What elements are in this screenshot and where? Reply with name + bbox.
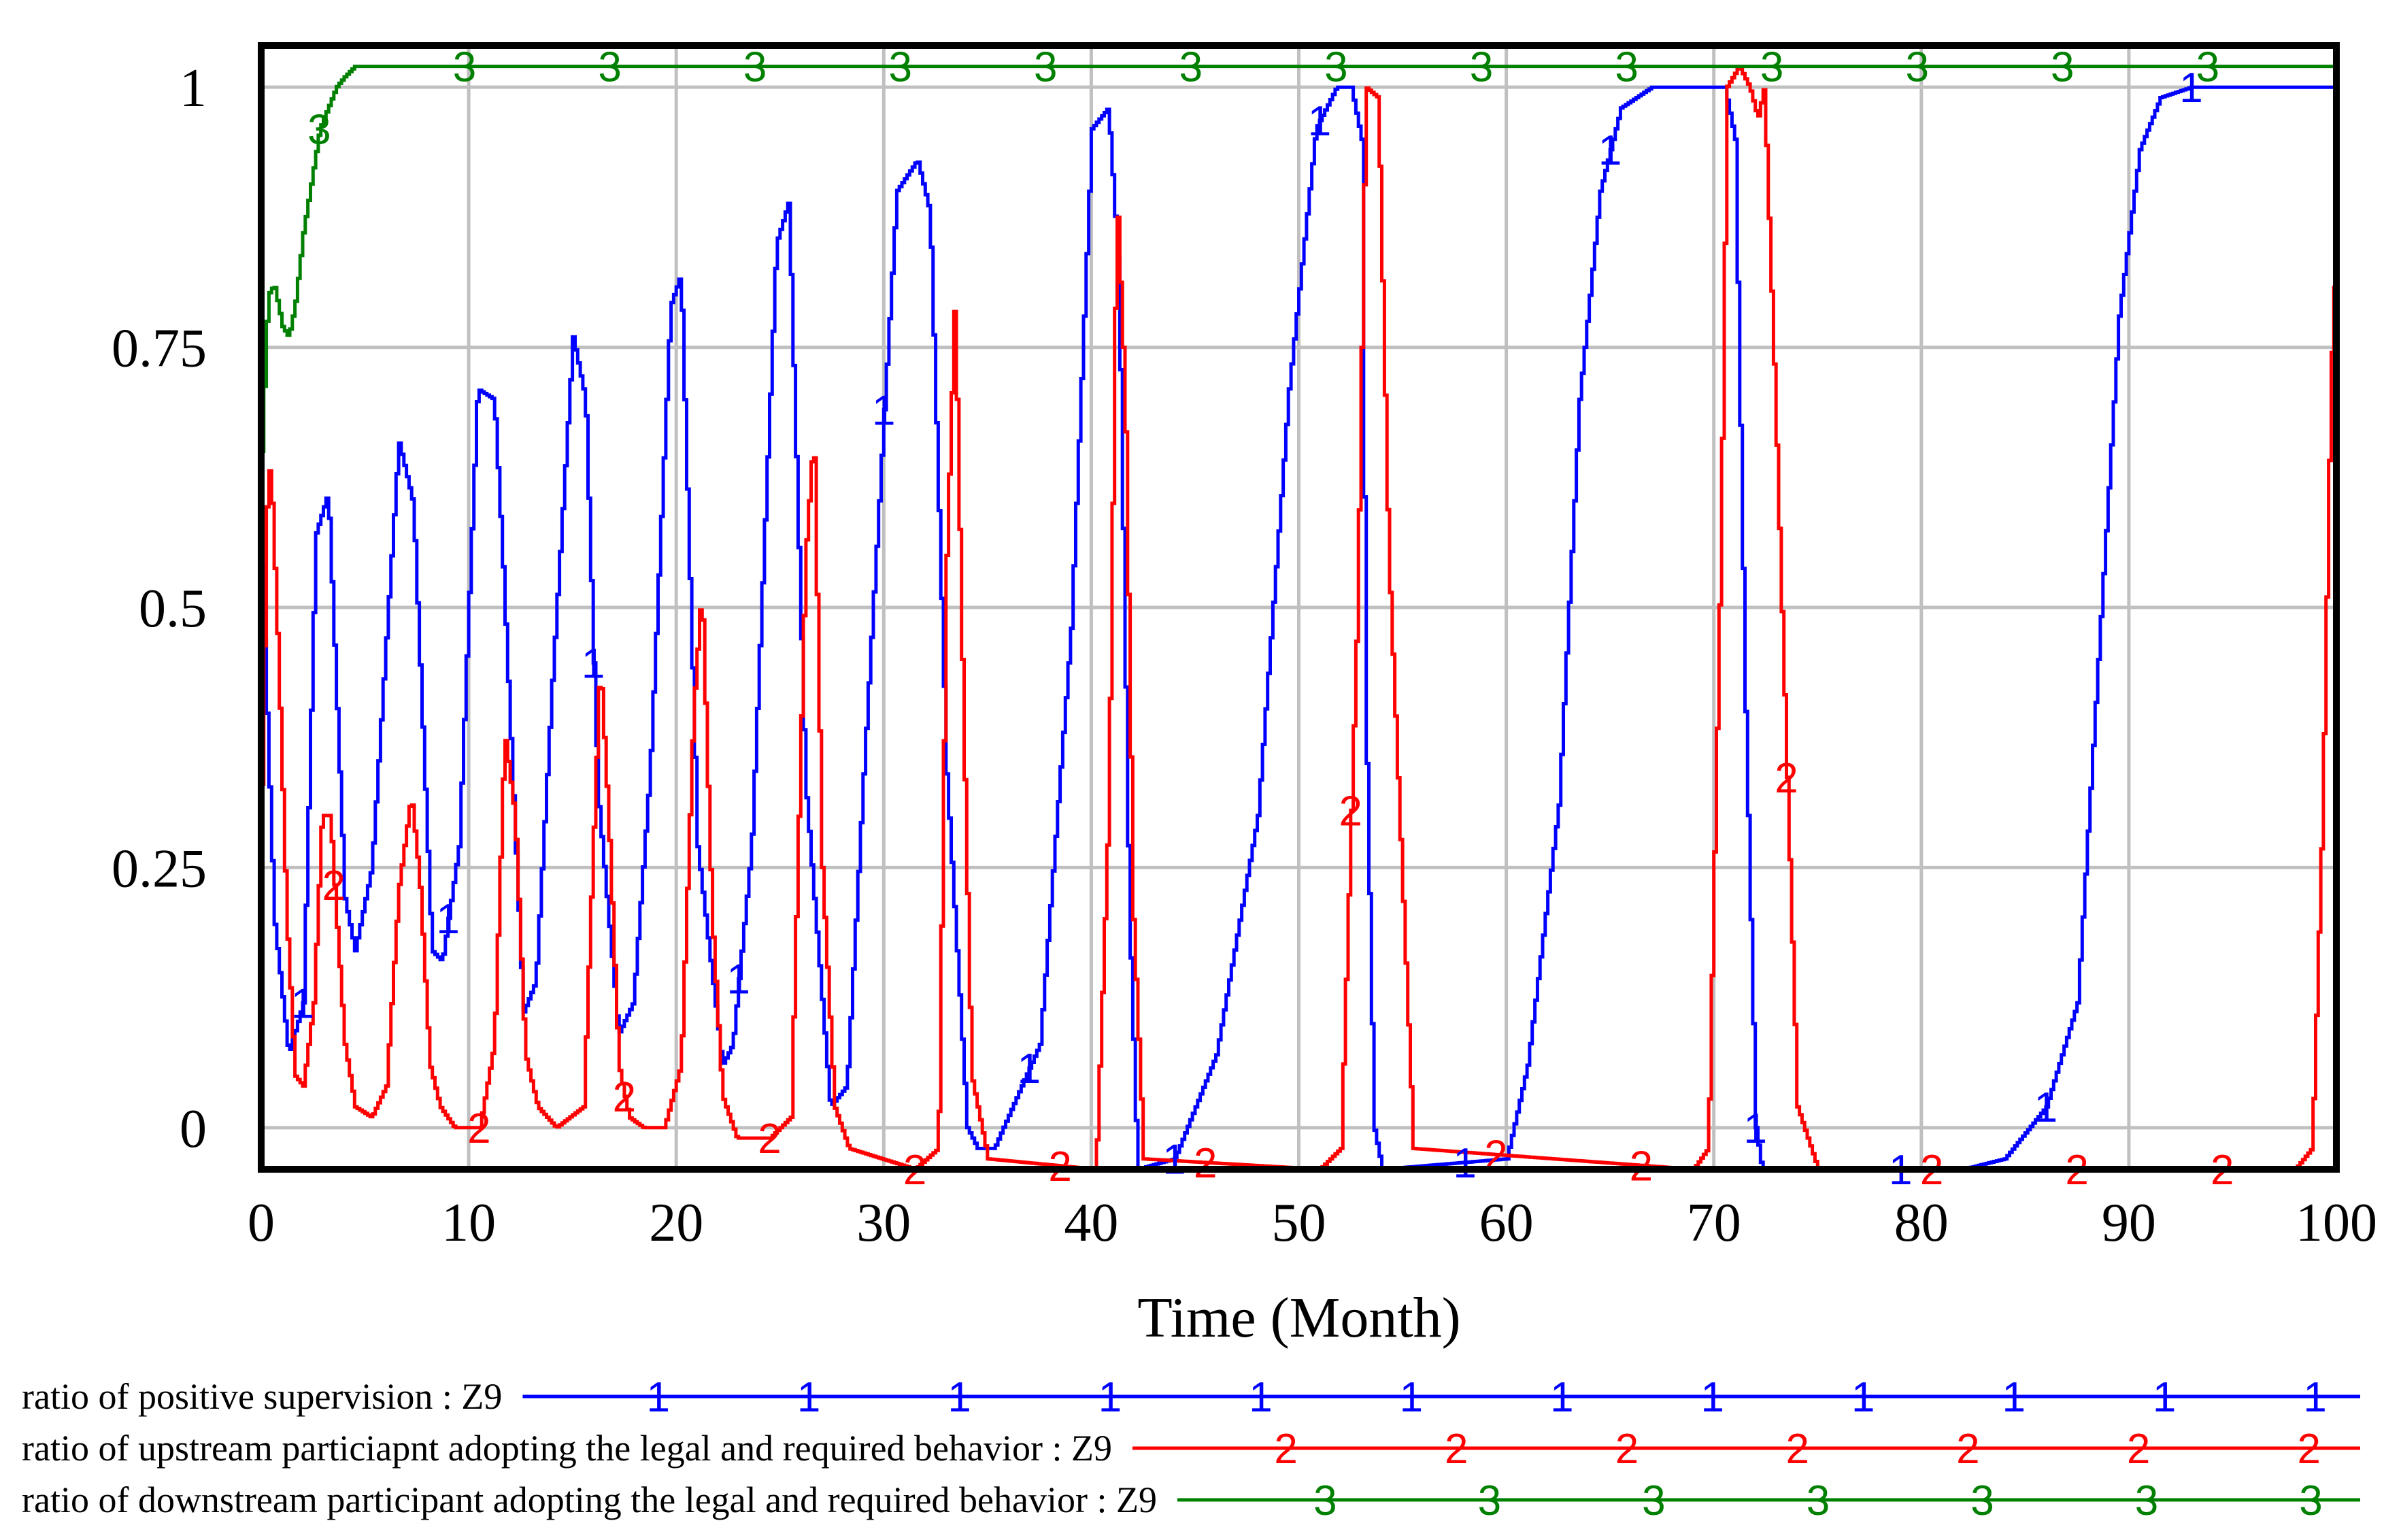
legend-marker-1: 1	[1701, 1374, 1724, 1421]
series-marker-2: 2	[758, 1116, 781, 1162]
series-marker-1: 1	[1598, 127, 1622, 174]
legend-marker-1: 1	[947, 1374, 971, 1421]
y-tick-label: 0.25	[112, 839, 207, 899]
y-tick-label: 1	[180, 58, 207, 118]
series-marker-3: 3	[1034, 44, 1057, 91]
series-marker-1: 1	[582, 641, 605, 688]
series-marker-1: 1	[1743, 1105, 1766, 1152]
legend-marker-3: 3	[1478, 1477, 1501, 1524]
series-marker-3: 3	[2196, 44, 2219, 91]
series-marker-1: 1	[1162, 1137, 1186, 1184]
x-tick-labels: 0 10 20 30 40 50 60 70 80 90 100	[248, 1193, 2377, 1253]
legend-marker-2: 2	[1785, 1426, 1809, 1473]
x-tick-label: 50	[1272, 1193, 1326, 1253]
legend-marker-3: 3	[2299, 1477, 2322, 1524]
series-line-downstream-participant	[261, 65, 2336, 454]
x-tick-label: 20	[649, 1193, 703, 1253]
legend-marker-1: 1	[1550, 1374, 1573, 1421]
series-marker-2: 2	[467, 1105, 490, 1152]
series-marker-3: 3	[1905, 44, 1928, 91]
y-tick-label: 0	[180, 1099, 207, 1159]
series-marker-1: 1	[1453, 1140, 1476, 1187]
series-marker-1: 1	[2034, 1084, 2058, 1131]
series-line-upstream-participant	[261, 67, 2338, 1171]
plot-frame	[258, 42, 2340, 1173]
series-marker-1: 1	[1308, 98, 1331, 145]
series-marker-1: 1	[726, 956, 750, 1003]
series-marker-3: 3	[598, 44, 621, 91]
series-marker-1: 1	[1018, 1045, 1041, 1092]
x-tick-label: 10	[441, 1193, 496, 1253]
legend-marker-2: 2	[1956, 1426, 1979, 1473]
legend-marker-2: 2	[1274, 1426, 1297, 1473]
series-marker-2: 2	[1775, 755, 1798, 802]
legend-marker-1: 1	[2002, 1374, 2025, 1421]
legend-marker-2: 2	[1445, 1426, 1468, 1473]
legend-marker-1: 1	[2153, 1374, 2176, 1421]
x-tick-label: 40	[1064, 1193, 1118, 1253]
series-marker-3: 3	[1324, 44, 1347, 91]
legend-marker-2: 2	[2127, 1426, 2150, 1473]
x-tick-label: 80	[1894, 1193, 1949, 1253]
series-marker-3: 3	[2051, 44, 2074, 91]
x-tick-label: 30	[856, 1193, 911, 1253]
legend-marker-3: 3	[1970, 1477, 1994, 1524]
series-marker-3: 3	[307, 106, 331, 153]
legend-label-1: ratio of positive supervision : Z9	[22, 1376, 502, 1417]
series-marker-2: 2	[1339, 788, 1362, 835]
series-marker-1: 1	[291, 980, 314, 1027]
series-marker-3: 3	[1470, 44, 1493, 91]
legend-marker-3: 3	[1807, 1477, 1830, 1524]
series-marker-2: 2	[1194, 1140, 1217, 1187]
series-marker-3: 3	[1615, 44, 1638, 91]
legend-marker-1: 1	[646, 1374, 669, 1421]
series-marker-3: 3	[743, 44, 767, 91]
legend-marker-1: 1	[797, 1374, 820, 1421]
legend-marker-1: 1	[1851, 1374, 1875, 1421]
legend-label-2: ratio of upstream particiapnt adopting t…	[22, 1428, 1112, 1469]
y-tick-labels: 0 0.25 0.5 0.75 1	[112, 58, 207, 1159]
legend-marker-1: 1	[1249, 1374, 1272, 1421]
series-marker-3: 3	[1760, 44, 1783, 91]
legend: ratio of positive supervision : Z9 1 1 1 1 1 1…	[22, 1374, 2360, 1524]
x-tick-label: 60	[1479, 1193, 1534, 1253]
series-marker-2: 2	[322, 863, 346, 909]
legend-marker-2: 2	[2298, 1426, 2321, 1473]
legend-marker-3: 3	[1313, 1477, 1337, 1524]
x-tick-label: 0	[248, 1193, 275, 1253]
y-tick-label: 0.75	[112, 319, 207, 379]
legend-marker-3: 3	[2135, 1477, 2158, 1524]
series-marker-1: 1	[872, 387, 895, 434]
x-tick-label: 90	[2102, 1193, 2156, 1253]
legend-marker-1: 1	[2303, 1374, 2326, 1421]
series-marker-3: 3	[453, 44, 476, 91]
legend-label-3: ratio of downstream participant adopting…	[22, 1479, 1157, 1520]
legend-marker-2: 2	[1615, 1426, 1639, 1473]
series-marker-2: 2	[613, 1074, 636, 1121]
series-marker-1: 1	[436, 896, 459, 943]
legend-marker-1: 1	[1098, 1374, 1122, 1421]
x-tick-label: 100	[2296, 1193, 2377, 1253]
legend-marker-1: 1	[1400, 1374, 1423, 1421]
y-tick-label: 0.5	[139, 579, 207, 639]
series-marker-3: 3	[1179, 44, 1203, 91]
x-axis-title: Time (Month)	[1137, 1286, 1460, 1350]
legend-marker-3: 3	[1642, 1477, 1665, 1524]
x-tick-label: 70	[1687, 1193, 1741, 1253]
series-marker-3: 3	[888, 44, 911, 91]
series-marker-1: 1	[2179, 65, 2202, 112]
